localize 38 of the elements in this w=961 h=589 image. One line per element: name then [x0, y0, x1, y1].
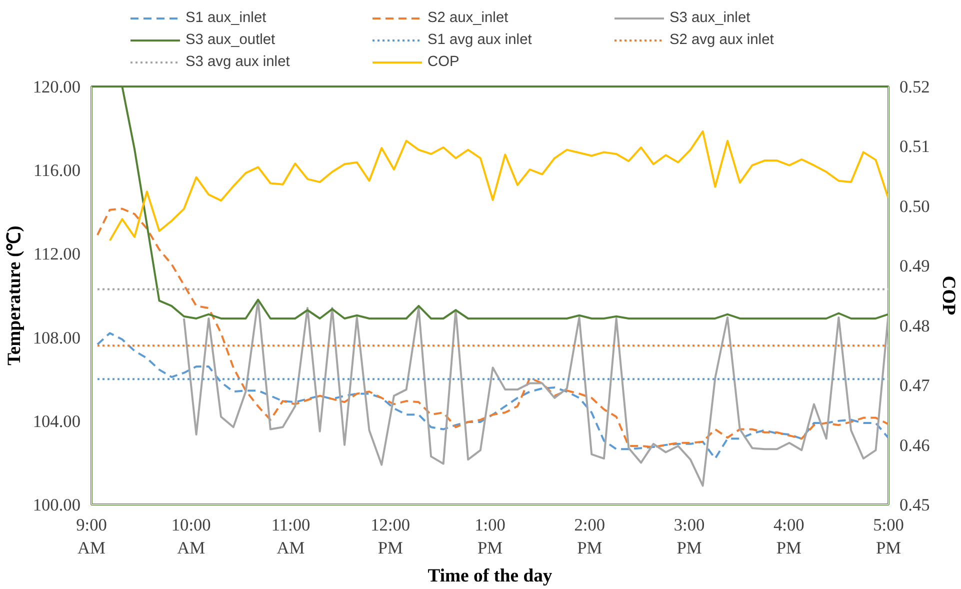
legend-label: S3 aux_outlet	[186, 32, 276, 48]
y-tick-label: 112.00	[33, 244, 81, 264]
x-tick-label: 12:00 PM	[370, 516, 410, 558]
y2-tick-label: 0.51	[900, 137, 930, 156]
x-tick-label: 4:00 PM	[773, 516, 804, 558]
y2-axis-title: COP	[938, 276, 959, 316]
legend-label: S2 avg aux inlet	[670, 32, 775, 48]
y-axis-title: Temperature (℃)	[4, 226, 25, 366]
y-tick-label: 100.00	[32, 496, 81, 514]
line-series	[96, 208, 888, 448]
x-tick-label: 10:00 AM	[171, 516, 211, 558]
y2-tick-label: 0.49	[900, 256, 930, 276]
legend-label: S1 avg aux inlet	[428, 32, 533, 48]
x-tick-label: 5:00 PM	[873, 516, 904, 558]
y2-tick-label: 0.45	[900, 496, 930, 514]
legend-label: S1 aux_inlet	[186, 10, 268, 26]
x-tick-label: 2:00 PM	[574, 516, 606, 558]
y-tick-label: 116.00	[33, 161, 81, 180]
line-series	[182, 299, 888, 487]
line-series	[108, 130, 888, 242]
x-tick-label: 1:00 PM	[474, 516, 506, 558]
x-tick-label: 3:00 PM	[674, 516, 705, 558]
line-series	[96, 332, 888, 460]
y-tick-label: 108.00	[32, 328, 81, 348]
x-tick-label: 9:00 AM	[76, 516, 107, 558]
y2-tick-label: 0.50	[900, 196, 930, 216]
legend-label: S2 aux_inlet	[428, 10, 510, 26]
x-tick-label: 11:00 AM	[271, 516, 310, 558]
y-tick-label: 104.00	[32, 412, 81, 431]
legend-label: COP	[428, 54, 460, 70]
y2-tick-label: 0.52	[900, 78, 930, 96]
y2-tick-label: 0.48	[900, 316, 930, 336]
legend-label: S3 avg aux inlet	[186, 54, 291, 70]
x-axis-title: Time of the day	[428, 565, 553, 586]
y2-tick-label: 0.47	[900, 376, 930, 396]
legend-label: S3 aux_inlet	[670, 10, 752, 26]
y-tick-label: 120.00	[32, 78, 81, 96]
y2-tick-label: 0.46	[900, 436, 930, 455]
